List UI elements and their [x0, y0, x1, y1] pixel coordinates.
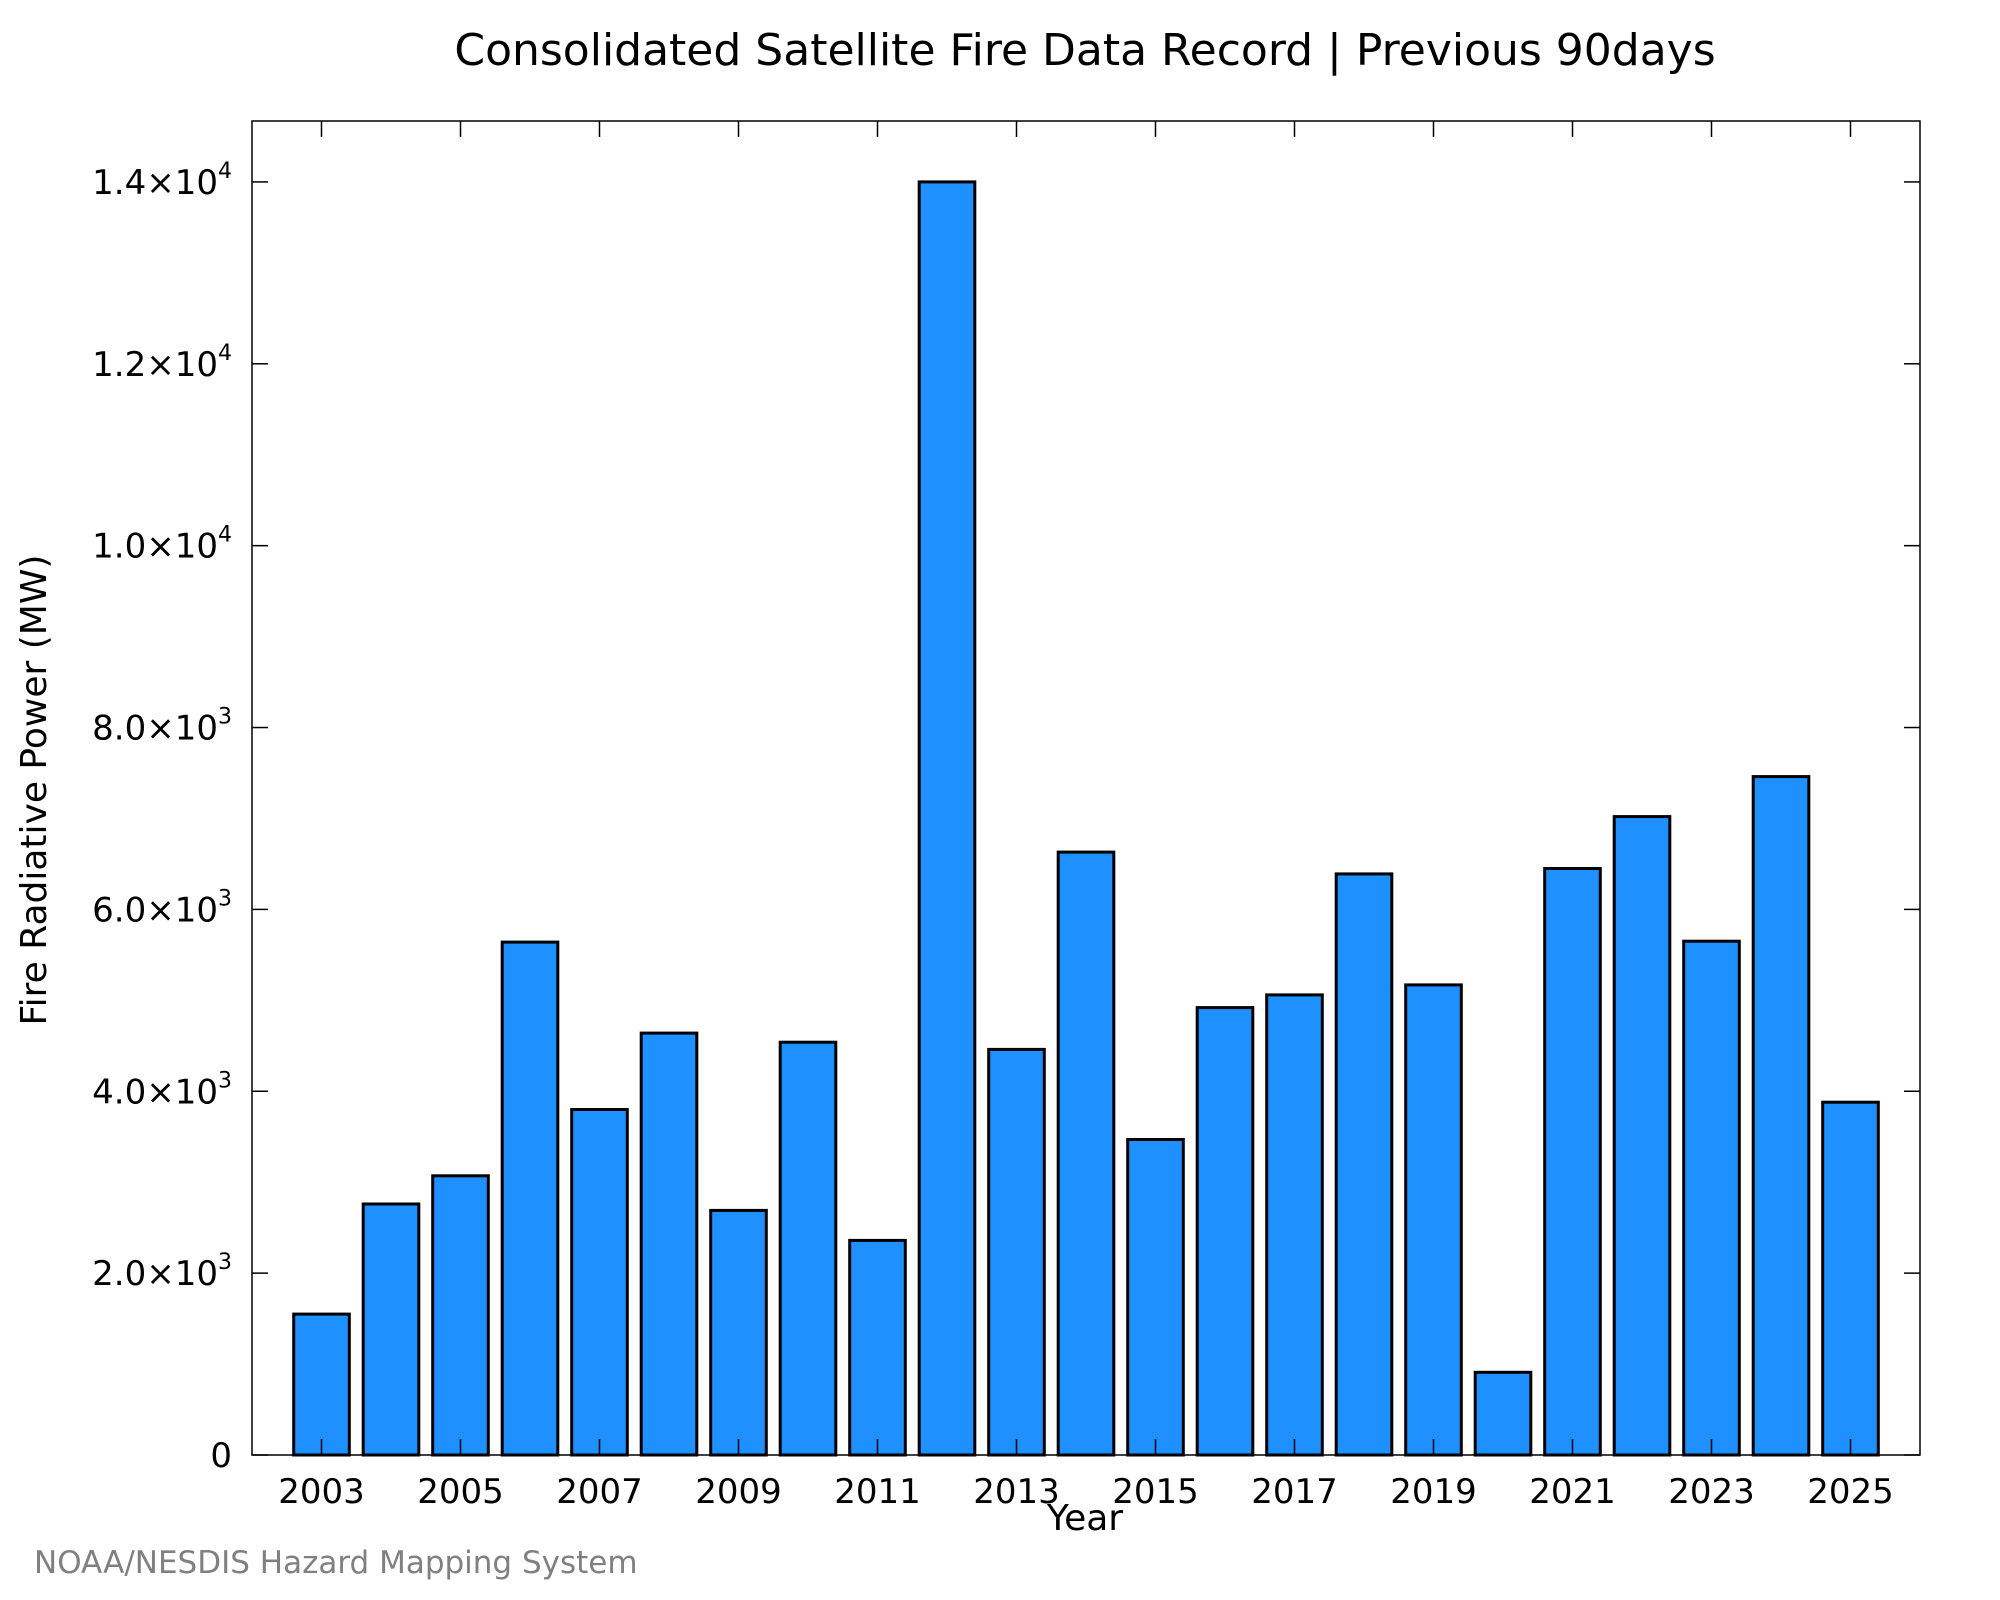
x-tick-label: 2009 — [695, 1472, 782, 1512]
x-tick-label: 2005 — [417, 1472, 504, 1512]
bar-2024 — [1751, 775, 1811, 1457]
bar-2016 — [1195, 1006, 1255, 1457]
bar-2015 — [1126, 1138, 1185, 1457]
chart-title: Consolidated Satellite Fire Data Record … — [454, 25, 1715, 76]
bar-2004 — [361, 1202, 421, 1457]
y-tick-label: 8.0×103 — [92, 705, 232, 749]
bar-2007 — [570, 1108, 629, 1457]
x-tick-label: 2023 — [1668, 1472, 1755, 1512]
bar-2008 — [639, 1031, 699, 1457]
x-axis-label: Year — [1046, 1498, 1123, 1539]
bar-2013 — [987, 1047, 1046, 1457]
bar-2010 — [778, 1040, 838, 1457]
x-tick-label: 2011 — [834, 1472, 921, 1512]
bar-2022 — [1612, 815, 1672, 1457]
bar-2023 — [1682, 939, 1741, 1457]
bar-2003 — [292, 1312, 351, 1457]
bar-2017 — [1265, 993, 1324, 1457]
x-tick-label: 2025 — [1807, 1472, 1894, 1512]
x-tick-label: 2013 — [973, 1472, 1060, 1512]
bar-2014 — [1056, 850, 1116, 1457]
x-tick-label: 2021 — [1529, 1472, 1616, 1512]
bar-2025 — [1821, 1100, 1880, 1457]
y-tick-label: 1.0×104 — [92, 523, 232, 567]
x-tick-label: 2007 — [556, 1472, 643, 1512]
y-tick-label: 1.4×104 — [92, 159, 232, 203]
y-axis-label: Fire Radiative Power (MW) — [14, 555, 55, 1026]
bars-group — [292, 180, 1880, 1457]
y-tick-label: 4.0×103 — [92, 1068, 232, 1112]
x-tick-label: 2015 — [1112, 1472, 1199, 1512]
x-tick-label: 2019 — [1390, 1472, 1477, 1512]
x-tick-label: 2017 — [1251, 1472, 1338, 1512]
y-tick-labels: 0 2.0×103 4.0×103 6.0×103 8.0×103 1.0×104 1.2×… — [92, 159, 232, 1476]
bar-2006 — [500, 940, 560, 1457]
bar-2020 — [1473, 1370, 1533, 1457]
x-tick-labels: 2003 2005 2007 2009 2011 2013 2015 2017 2019 2021… — [278, 1472, 1894, 1512]
bar-2012 — [917, 180, 977, 1457]
credit-text: NOAA/NESDIS Hazard Mapping System — [34, 1545, 638, 1581]
y-tick-label: 0 — [210, 1436, 232, 1476]
bar-2005 — [431, 1174, 490, 1457]
bar-2021 — [1543, 867, 1602, 1457]
bar-2009 — [709, 1208, 768, 1457]
y-tick-label: 2.0×103 — [92, 1250, 232, 1294]
bar-2019 — [1404, 983, 1463, 1457]
bar-2011 — [848, 1238, 907, 1457]
bar-2018 — [1334, 872, 1394, 1457]
y-tick-label: 6.0×103 — [92, 886, 232, 930]
plot-frame — [251, 120, 1921, 1456]
y-tick-label: 1.2×104 — [92, 341, 232, 385]
x-tick-label: 2003 — [278, 1472, 365, 1512]
